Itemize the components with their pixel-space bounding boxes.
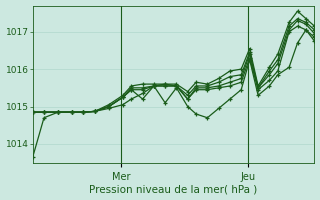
X-axis label: Pression niveau de la mer( hPa ): Pression niveau de la mer( hPa ) — [90, 184, 258, 194]
